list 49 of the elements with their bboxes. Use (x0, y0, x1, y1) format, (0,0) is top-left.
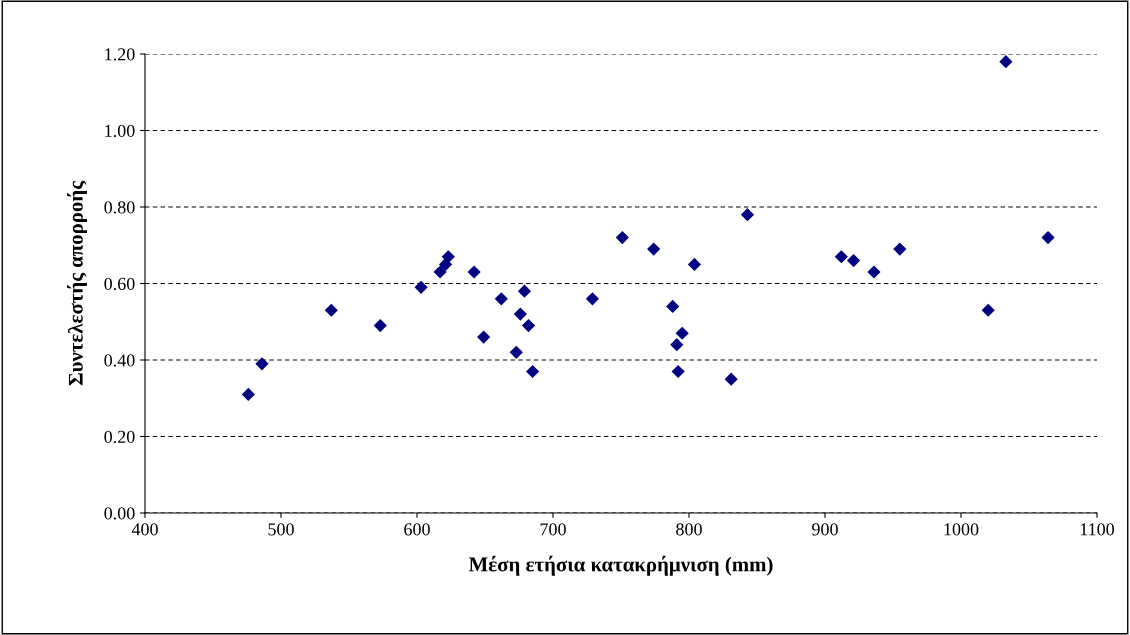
point (585, 292, 600, 306)
point (981, 303, 995, 317)
point (414, 280, 428, 294)
point (526, 364, 540, 379)
x-axis-title: Μέση ετήσια κατακρήμνιση (mm) (468, 555, 773, 576)
point (433, 265, 447, 279)
x-tick-label: 500 (268, 523, 294, 536)
point (615, 231, 629, 245)
point (255, 357, 269, 371)
point (687, 257, 702, 271)
point (740, 208, 755, 222)
x-tick-label: 400 (131, 523, 158, 536)
y-tick-label: 0.00 (104, 507, 135, 520)
point (834, 250, 848, 264)
point (441, 250, 455, 264)
y-tick-label: 1.00 (105, 124, 135, 138)
point (893, 242, 907, 256)
point (241, 387, 255, 402)
x-tick-label: 1100 (1080, 523, 1115, 536)
y-tick-label: 0.80 (104, 201, 135, 214)
point (724, 372, 738, 386)
point (467, 265, 481, 279)
point (517, 284, 532, 298)
point (1041, 231, 1055, 245)
point (647, 242, 661, 256)
point (666, 299, 680, 314)
point (477, 330, 491, 344)
x-tick-label: 700 (540, 523, 566, 536)
point (494, 292, 508, 306)
point (513, 307, 527, 321)
x-tick-label: 900 (812, 523, 838, 536)
point (324, 303, 338, 317)
point (521, 318, 536, 333)
y-tick-label: 0.20 (104, 430, 135, 444)
point (509, 345, 523, 359)
y-tick-label: 0.40 (104, 354, 135, 367)
point (846, 253, 861, 268)
y-tick-label: 0.60 (104, 277, 135, 291)
point (373, 318, 387, 333)
point (671, 364, 685, 379)
point (675, 326, 689, 340)
point (867, 265, 881, 279)
y-tick-label: 1.20 (105, 48, 135, 61)
point (999, 55, 1013, 69)
point (670, 338, 684, 352)
x-tick-label: 800 (676, 523, 702, 536)
x-tick-label: 1000 (944, 523, 979, 536)
x-tick-label: 600 (404, 523, 430, 536)
y-axis-title: Συντελεστής απορροής (67, 180, 88, 386)
